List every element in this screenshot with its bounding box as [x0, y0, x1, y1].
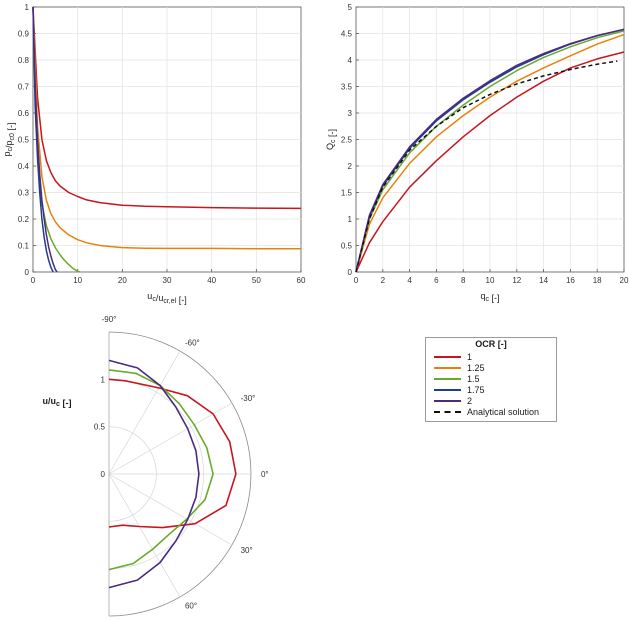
legend: OCR [-] 1 1.25 1.5 1.75 2 Analytical sol… — [425, 337, 557, 422]
legend-label-ocr-1-5: 1.5 — [467, 374, 480, 384]
pressure-tick-label-y: 0 — [25, 268, 30, 277]
pressure-tick-label-x: 30 — [163, 276, 172, 285]
capacity-series-2 — [355, 28, 625, 273]
capacity-tick-label-y: 1 — [348, 215, 353, 224]
pressure-tick-label-y: 0.6 — [18, 109, 30, 118]
capacity-tick-label-y: 4.5 — [341, 30, 353, 39]
polar-series-2 — [108, 359, 200, 589]
legend-item-ocr-1: 1 — [434, 352, 472, 362]
pressure-tick-label-y: 0.9 — [18, 30, 30, 39]
polar-radius-label: 0.5 — [94, 423, 106, 432]
capacity-tick-label-x: 4 — [407, 276, 412, 285]
polar-radius-label: 1 — [101, 375, 106, 384]
legend-label-ocr-1-75: 1.75 — [467, 385, 485, 395]
capacity-tick-label-x: 14 — [539, 276, 548, 285]
capacity-ylabel: Qc [-] — [325, 129, 337, 150]
legend-item-analytical: Analytical solution — [434, 407, 539, 417]
polar-angle-label: -60° — [185, 338, 200, 347]
pressure-tick-label-y: 0.7 — [18, 83, 30, 92]
legend-line-ocr-1 — [434, 356, 461, 358]
capacity-series-1-5 — [355, 30, 625, 273]
legend-line-ocr-1-25 — [434, 367, 461, 369]
capacity-tick-label-x: 20 — [620, 276, 629, 285]
capacity-tick-label-x: 2 — [381, 276, 386, 285]
capacity-tick-label-y: 5 — [348, 3, 353, 12]
pressure-tick-label-y: 0.1 — [18, 242, 30, 251]
legend-line-analytical — [434, 411, 461, 413]
capacity-tick-label-y: 0.5 — [341, 242, 353, 251]
pressure-ylabel: pc/pc0 [-] — [2, 123, 16, 157]
legend-item-ocr-1-75: 1.75 — [434, 385, 485, 395]
polar-plot: -90°-60°-30°0°30°60°90°00.51u/uc [-] — [43, 315, 269, 617]
capacity-tick-label-x: 8 — [461, 276, 466, 285]
legend-label-ocr-1: 1 — [467, 352, 473, 362]
pressure-tick-label-y: 0.3 — [18, 189, 30, 198]
polar-angle-label: -30° — [241, 394, 256, 403]
legend-label-analytical: Analytical solution — [467, 407, 540, 417]
pressure-tick-label-x: 40 — [207, 276, 216, 285]
pressure-series-1 — [32, 6, 302, 210]
pressure-tick-label-x: 60 — [297, 276, 306, 285]
capacity-tick-label-x: 0 — [354, 276, 359, 285]
legend-item-ocr-1-5: 1.5 — [434, 374, 480, 384]
polar-angle-label: 0° — [261, 470, 269, 479]
pressure-tick-label-y: 0.5 — [18, 136, 30, 145]
polar-spoke — [108, 402, 233, 475]
capacity-tick-label-y: 2 — [348, 162, 353, 171]
legend-item-ocr-2: 2 — [434, 396, 472, 406]
polar-series-1-5 — [108, 369, 214, 571]
legend-label-ocr-1-25: 1.25 — [467, 363, 485, 373]
pressure-tick-label-y: 0.2 — [18, 215, 30, 224]
capacity-tick-label-x: 12 — [512, 276, 521, 285]
pressure-tick-label-x: 20 — [118, 276, 127, 285]
capacity-tick-label-x: 6 — [434, 276, 439, 285]
legend-line-ocr-2 — [434, 400, 461, 402]
polar-angle-label: 30° — [241, 546, 253, 555]
capacity-series-analytical-solution — [355, 60, 618, 273]
legend-item-ocr-1-25: 1.25 — [434, 363, 485, 373]
capacity-tick-label-x: 16 — [566, 276, 575, 285]
polar-angle-label: -90° — [102, 315, 117, 324]
legend-line-ocr-1-75 — [434, 389, 461, 391]
pressure-series-1-25 — [32, 6, 301, 250]
capacity-series-1-25 — [355, 33, 625, 273]
legend-title: OCR [-] — [475, 339, 507, 349]
legend-line-ocr-1-5 — [434, 378, 461, 380]
capacity-xlabel: qc [-] — [480, 291, 499, 303]
legend-label-ocr-2: 2 — [467, 396, 473, 406]
polar-series-1 — [108, 378, 237, 529]
capacity-tick-label-y: 3 — [348, 109, 353, 118]
polar-angle-label: 60° — [185, 602, 197, 611]
polar-ylabel: u/uc [-] — [43, 396, 72, 408]
polar-spoke — [108, 473, 181, 598]
polar-spoke — [108, 350, 181, 475]
capacity-series-1 — [355, 51, 625, 273]
pressure-tick-label-y: 0.8 — [18, 56, 30, 65]
capacity-tick-label-y: 2.5 — [341, 136, 353, 145]
capacity-plot: 0 2 4 6 8 10 12 14 16 18 20 0 0.5 1 1.5 2 2.5 3 3.5 4 4.5 5 qc… — [325, 3, 629, 303]
capacity-tick-label-x: 18 — [593, 276, 602, 285]
polar-spoke — [108, 473, 233, 546]
pressure-plot: 0 10 20 30 40 50 60 0 0.1 0.2 0.3 0.4 0.5 0.6 0.7 0.8 0.… — [2, 3, 306, 305]
pressure-tick-label-y: 0.4 — [18, 162, 30, 171]
pressure-tick-label-y: 1 — [25, 3, 30, 12]
pressure-tick-label-x: 0 — [31, 276, 36, 285]
pressure-series-2 — [32, 6, 58, 273]
capacity-tick-label-y: 4 — [348, 56, 353, 65]
pressure-xlabel: uc/ucr,el [-] — [147, 291, 186, 305]
capacity-tick-label-y: 1.5 — [341, 189, 353, 198]
capacity-tick-label-x: 10 — [486, 276, 495, 285]
capacity-tick-label-y: 0 — [348, 268, 353, 277]
capacity-tick-label-y: 3.5 — [341, 83, 353, 92]
pressure-series-1-75 — [32, 6, 54, 273]
pressure-tick-label-x: 10 — [73, 276, 82, 285]
pressure-tick-label-x: 50 — [252, 276, 261, 285]
polar-radius-label: 0 — [101, 470, 106, 479]
